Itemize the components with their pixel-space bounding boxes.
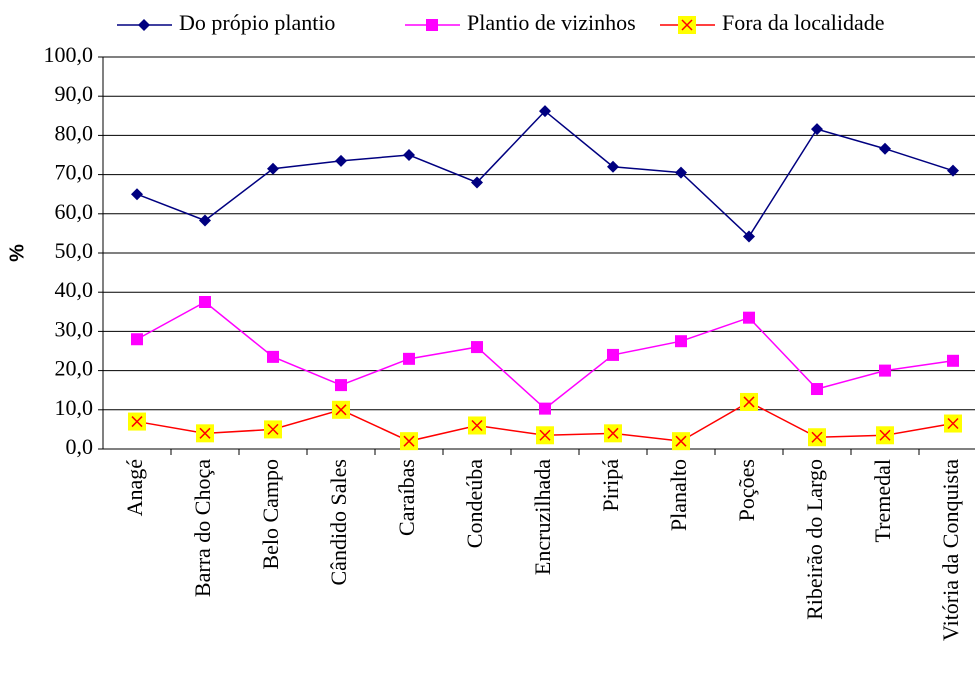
legend-marker bbox=[138, 19, 150, 31]
point bbox=[808, 428, 826, 447]
point bbox=[944, 414, 962, 433]
point bbox=[264, 420, 282, 439]
point bbox=[332, 400, 350, 419]
legend-marker bbox=[678, 16, 696, 34]
x-tick-label: Planalto bbox=[666, 459, 691, 531]
marker-cross bbox=[607, 427, 619, 439]
point bbox=[403, 352, 415, 365]
legend-label: Do própio plantio bbox=[179, 10, 335, 35]
point bbox=[675, 166, 687, 179]
point bbox=[539, 402, 551, 415]
x-tick-label: Tremedal bbox=[870, 459, 895, 543]
point bbox=[199, 214, 211, 227]
x-tick-label: Condeúba bbox=[462, 459, 487, 548]
point bbox=[128, 412, 146, 431]
point bbox=[199, 296, 211, 308]
y-tick-label: 20,0 bbox=[55, 356, 94, 381]
point bbox=[947, 354, 959, 367]
point bbox=[196, 424, 214, 443]
marker-cross bbox=[681, 19, 693, 31]
point bbox=[672, 432, 690, 451]
point bbox=[267, 162, 279, 175]
x-tick-label: Vitória da Conquista bbox=[938, 459, 963, 641]
y-tick-label: 10,0 bbox=[55, 395, 94, 420]
x-tick-label: Caraíbas bbox=[394, 459, 419, 536]
y-tick-label: 80,0 bbox=[55, 120, 94, 145]
x-tick-label: Ribeirão do Largo bbox=[802, 459, 827, 620]
point bbox=[607, 160, 619, 173]
y-tick-label: 0,0 bbox=[66, 434, 94, 459]
y-tick-label: 30,0 bbox=[55, 316, 94, 341]
x-tick-label: Barra do Choça bbox=[190, 459, 215, 597]
marker-cross bbox=[199, 427, 211, 439]
marker-cross bbox=[471, 419, 483, 432]
marker-cross bbox=[811, 431, 823, 443]
y-tick-label: 50,0 bbox=[55, 238, 94, 263]
x-tick-label: Poções bbox=[734, 459, 759, 521]
marker-cross bbox=[743, 396, 755, 408]
x-tick-label: Cândido Sales bbox=[326, 459, 351, 586]
point bbox=[267, 350, 279, 363]
marker-cross bbox=[879, 429, 891, 441]
point bbox=[536, 426, 554, 445]
y-tick-label: 40,0 bbox=[55, 277, 94, 302]
marker-cross bbox=[403, 435, 415, 447]
x-tick-label: Belo Campo bbox=[258, 459, 283, 570]
point bbox=[879, 364, 891, 377]
legend-marker bbox=[426, 19, 438, 31]
x-tick-label: Piripá bbox=[598, 459, 623, 512]
y-tick-label: 90,0 bbox=[55, 81, 94, 106]
marker-cross bbox=[267, 423, 279, 435]
y-tick-label: 60,0 bbox=[55, 199, 94, 224]
series-line bbox=[136, 110, 954, 238]
series-line bbox=[136, 301, 954, 410]
point bbox=[811, 123, 823, 136]
point bbox=[471, 341, 483, 354]
point bbox=[675, 335, 687, 348]
point bbox=[947, 164, 959, 177]
x-tick-label: Anagé bbox=[122, 459, 147, 516]
point bbox=[743, 230, 755, 243]
point bbox=[468, 416, 486, 435]
y-axis-label: % bbox=[6, 244, 28, 262]
point bbox=[876, 426, 894, 445]
legend-label: Plantio de vizinhos bbox=[467, 10, 636, 35]
marker-cross bbox=[335, 404, 347, 416]
marker-cross bbox=[947, 417, 959, 430]
point bbox=[131, 188, 143, 201]
point bbox=[400, 432, 418, 451]
point bbox=[539, 105, 551, 118]
marker-cross bbox=[539, 429, 551, 441]
point bbox=[131, 333, 143, 346]
point bbox=[607, 348, 619, 361]
y-tick-label: 100,0 bbox=[44, 42, 94, 67]
marker-cross bbox=[675, 435, 687, 447]
point bbox=[740, 392, 758, 411]
point bbox=[403, 149, 415, 161]
point bbox=[811, 383, 823, 396]
point bbox=[335, 379, 347, 392]
legend-label: Fora da localidade bbox=[722, 10, 885, 35]
point bbox=[743, 311, 755, 324]
marker-cross bbox=[131, 416, 143, 428]
point bbox=[879, 142, 891, 155]
point bbox=[335, 154, 347, 167]
point bbox=[604, 424, 622, 443]
point bbox=[471, 176, 483, 189]
y-tick-label: 70,0 bbox=[55, 160, 94, 185]
x-tick-label: Encruzilhada bbox=[530, 459, 555, 575]
